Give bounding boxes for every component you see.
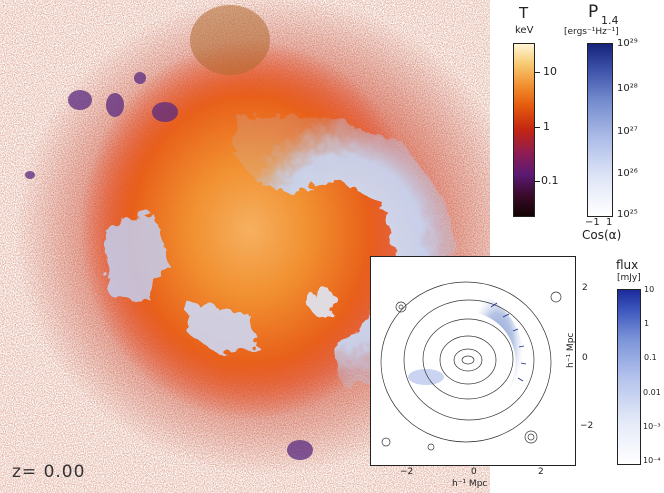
flux-tick-label: 10⁻⁴	[643, 456, 661, 465]
inset-x-tick-label: 0	[471, 467, 477, 477]
inset-relic-emission	[471, 292, 524, 397]
inset-y-tick-label: −2	[580, 421, 594, 431]
inset-relic-emission	[408, 369, 444, 385]
cos-alpha-max-label: 1	[606, 217, 613, 228]
inset-y-axis-label: h⁻¹ Mpc	[566, 332, 576, 368]
temperature-title: T	[519, 4, 529, 22]
flux-contours	[380, 281, 562, 451]
temperature-colorbar	[513, 43, 535, 217]
temperature-tick-label: 1	[543, 120, 550, 133]
flux-tick-label: 0.01	[643, 388, 661, 397]
inset-x-axis-label: h⁻¹ Mpc	[452, 479, 488, 489]
cos-alpha-axis-label: Cos(α)	[582, 228, 622, 242]
cold-clumps	[25, 72, 313, 460]
flux-tick-label: 10	[644, 285, 655, 294]
temperature-tick	[535, 72, 540, 73]
inset-x-tick-label: 2	[538, 467, 544, 477]
flux-colorbar	[617, 289, 641, 465]
temperature-tick-label: 0.1	[541, 174, 559, 187]
flux-title: flux	[616, 258, 639, 272]
radio-power-tick-label: 10²⁹	[617, 38, 638, 49]
flux-tick-label: 0.1	[644, 353, 657, 362]
radio-power-tick-label: 10²⁷	[617, 126, 638, 137]
inset-y-tick-label: 2	[582, 283, 588, 293]
inset-flux-contour-plot	[370, 256, 576, 466]
cos-alpha-min-label: −1	[585, 217, 600, 228]
radio-power-tick-label: 10²⁵	[617, 209, 638, 220]
flux-unit: [mJy]	[617, 273, 641, 283]
inset-y-tick-label: 0	[582, 353, 588, 363]
radio-power-tick-label: 10²⁸	[617, 83, 638, 94]
inset-contour-svg	[380, 281, 562, 451]
radio-power-colorbar	[587, 43, 613, 217]
temperature-tick	[535, 181, 540, 182]
redshift-label: z= 0.00	[12, 462, 86, 482]
flux-tick-label: 10⁻³	[643, 422, 661, 431]
radio-power-subscript: 1.4	[601, 14, 619, 27]
temperature-tick-label: 10	[543, 65, 557, 78]
flux-tick-label: 1	[644, 319, 650, 328]
radio-power-unit: [ergs⁻¹Hz⁻¹]	[564, 27, 619, 37]
temperature-unit: keV	[515, 25, 534, 36]
radio-power-tick-label: 10²⁶	[617, 168, 638, 179]
temperature-tick	[535, 127, 540, 128]
polarization-vectors	[490, 302, 527, 382]
radio-power-title: P	[588, 2, 599, 22]
inset-x-tick-label: −2	[400, 467, 414, 477]
